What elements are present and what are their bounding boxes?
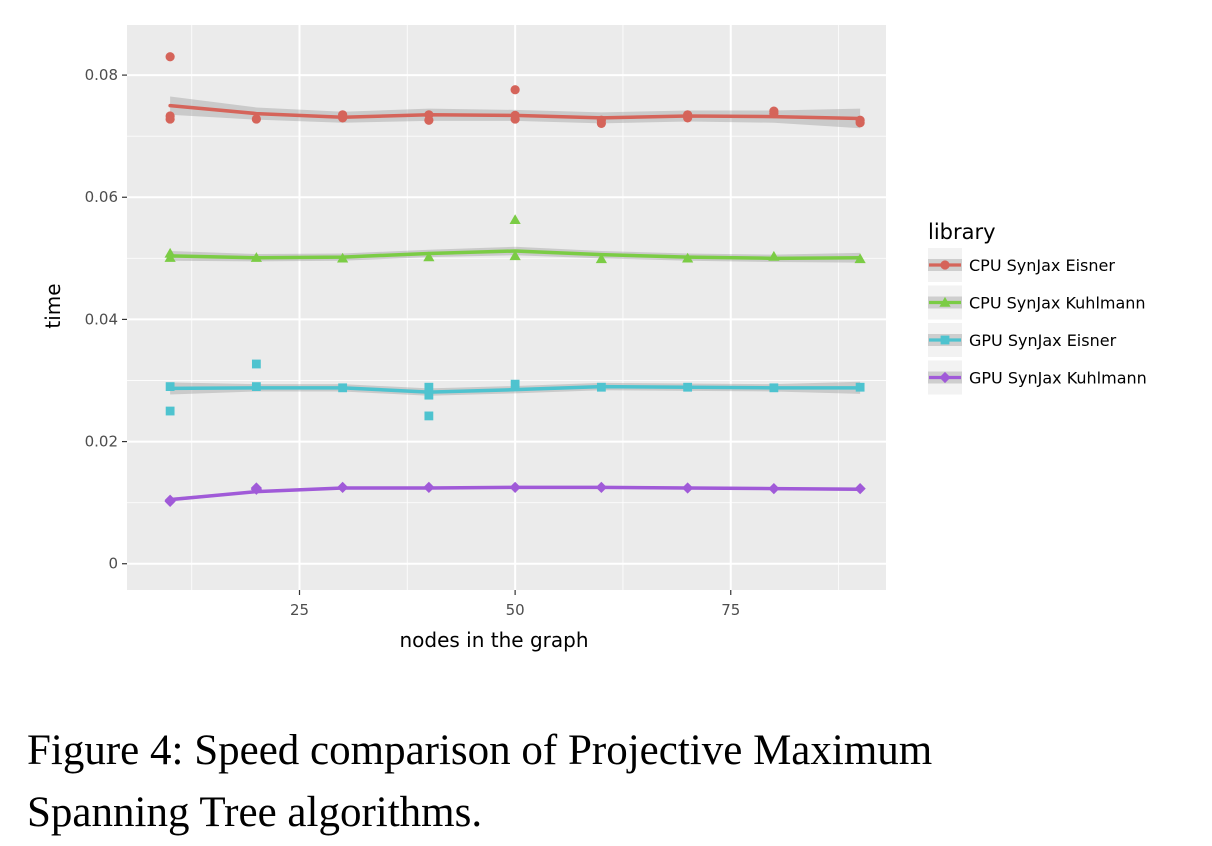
- cpu-synjax-eisner-point: [165, 114, 175, 124]
- caption-line-1: Figure 4: Speed comparison of Projective…: [27, 727, 932, 774]
- gpu-synjax-kuhlmann-point: [509, 481, 521, 493]
- gpu-synjax-kuhlmann-point: [164, 495, 176, 508]
- cpu-synjax-kuhlmann-legend-marker: [939, 296, 951, 307]
- gpu-synjax-kuhlmann-legend-marker: [939, 371, 951, 384]
- axis-ticks: 25 50 75 0 0.02 0.04 0.06 0.08: [85, 66, 741, 619]
- gpu-synjax-kuhlmann-point: [337, 481, 349, 493]
- gpu-synjax-kuhlmann-point: [595, 481, 607, 493]
- cpu-synjax-eisner-point: [596, 118, 606, 128]
- legend: library CPU SynJax Eisner CPU SynJax Kuhl…: [928, 220, 1147, 395]
- y-tick-label: 0: [108, 555, 118, 573]
- gpu-synjax-kuhlmann-point: [682, 482, 694, 494]
- gpu-synjax-kuhlmann-legend-label: GPU SynJax Kuhlmann: [969, 369, 1147, 388]
- cpu-synjax-kuhlmann-legend-label: CPU SynJax Kuhlmann: [969, 294, 1146, 313]
- y-axis-title: time: [41, 283, 65, 328]
- cpu-synjax-kuhlmann-point: [595, 253, 607, 264]
- y-tick-label: 0.04: [85, 310, 118, 328]
- cpu-synjax-kuhlmann-point: [423, 251, 435, 262]
- gpu-synjax-eisner-point: [424, 411, 434, 421]
- gpu-synjax-eisner-point: [683, 382, 693, 392]
- gpu-synjax-eisner-point: [424, 390, 434, 400]
- x-axis-title: nodes in the graph: [399, 628, 588, 652]
- legend-title: library: [928, 220, 996, 244]
- gpu-synjax-eisner-legend-marker: [940, 335, 950, 345]
- gpu-synjax-eisner-point: [769, 383, 779, 393]
- cpu-synjax-eisner-point: [510, 85, 520, 95]
- cpu-synjax-kuhlmann-point: [682, 252, 694, 263]
- cpu-synjax-kuhlmann-point: [509, 214, 521, 225]
- x-tick-label: 25: [290, 601, 309, 619]
- gpu-synjax-kuhlmann-point: [854, 483, 866, 495]
- gpu-synjax-eisner-point: [424, 382, 434, 392]
- gpu-synjax-eisner-trend-line: [168, 384, 862, 394]
- gpu-synjax-eisner-point: [510, 379, 520, 389]
- gpu-synjax-eisner-point: [596, 382, 606, 392]
- cpu-synjax-eisner-point: [683, 113, 693, 123]
- gpu-synjax-kuhlmann-point: [768, 483, 780, 495]
- gpu-synjax-eisner-point: [251, 382, 261, 391]
- cpu-synjax-eisner-legend-marker: [940, 260, 950, 270]
- cpu-synjax-eisner-point: [510, 114, 520, 124]
- cpu-synjax-kuhlmann-point: [854, 253, 866, 264]
- y-tick-label: 0.02: [85, 433, 118, 451]
- y-tick-label: 0.06: [85, 188, 118, 206]
- caption-line-2: Spanning Tree algorithms.: [27, 789, 482, 836]
- gpu-synjax-eisner-point: [251, 359, 261, 369]
- gpu-synjax-kuhlmann-point: [423, 481, 435, 493]
- data-points: [164, 52, 866, 508]
- cpu-synjax-eisner-point: [165, 52, 175, 62]
- x-tick-label: 75: [721, 601, 740, 619]
- gpu-synjax-eisner-legend-label: GPU SynJax Eisner: [969, 331, 1117, 350]
- cpu-synjax-kuhlmann-point: [768, 250, 780, 261]
- cpu-synjax-kuhlmann-point: [509, 250, 521, 261]
- cpu-synjax-kuhlmann-point: [164, 252, 176, 262]
- gpu-synjax-kuhlmann-point: [250, 483, 262, 495]
- y-tick-label: 0.08: [85, 66, 118, 84]
- gpu-synjax-eisner-point: [855, 382, 865, 392]
- cpu-synjax-kuhlmann-point: [337, 252, 349, 263]
- x-tick-label: 50: [506, 601, 525, 619]
- cpu-synjax-eisner-point: [855, 118, 865, 128]
- cpu-synjax-eisner-point: [338, 113, 348, 123]
- grid-lines: [127, 25, 886, 590]
- cpu-synjax-eisner-point: [769, 108, 779, 119]
- cpu-synjax-eisner-point: [424, 115, 434, 125]
- cpu-synjax-eisner-point: [251, 114, 261, 124]
- cpu-synjax-kuhlmann-point: [250, 252, 262, 262]
- gpu-synjax-eisner-point: [165, 382, 175, 391]
- cpu-synjax-eisner-legend-label: CPU SynJax Eisner: [969, 256, 1115, 275]
- gpu-synjax-eisner-point: [338, 383, 348, 393]
- gpu-synjax-eisner-point: [165, 406, 175, 416]
